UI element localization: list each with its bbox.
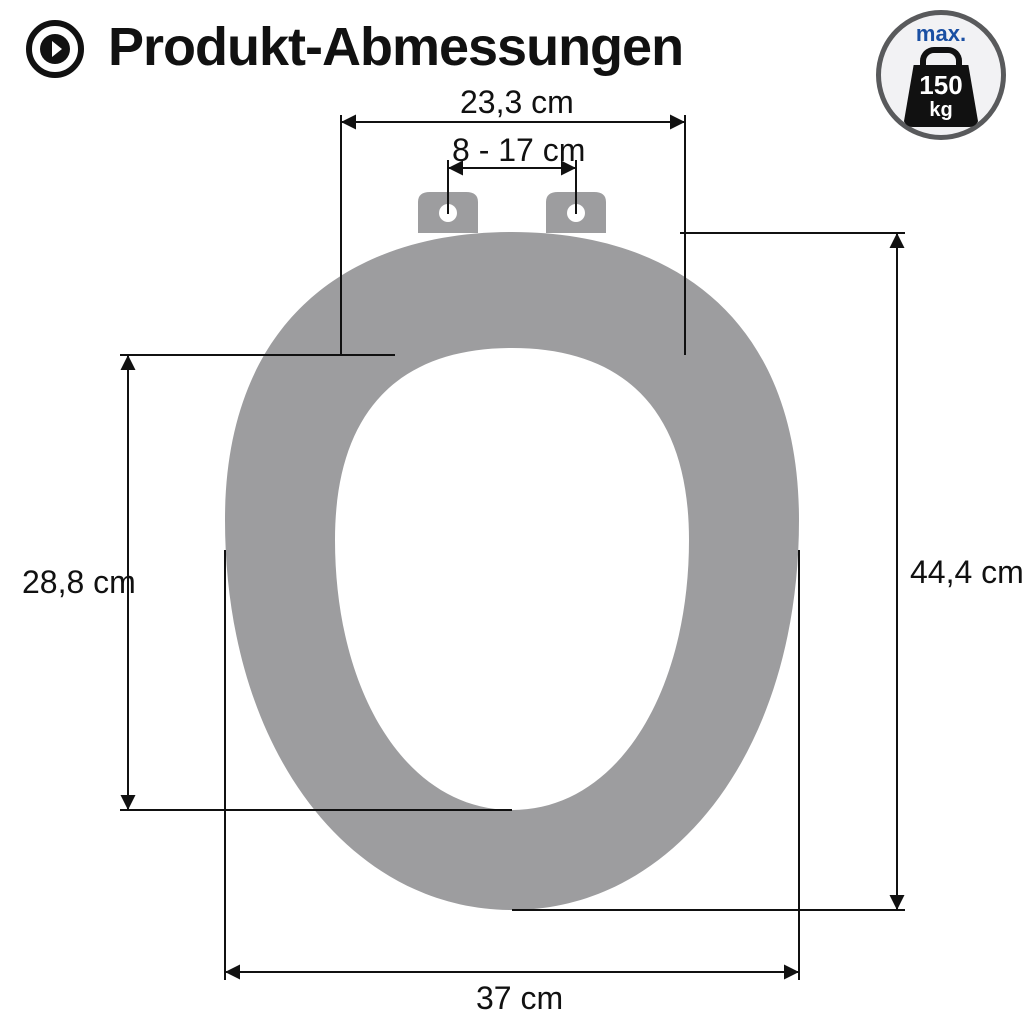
dim-outer-height: 44,4 cm — [910, 554, 1024, 591]
dim-top-width: 23,3 cm — [460, 84, 574, 121]
dim-hinge: 8 - 17 cm — [452, 132, 585, 169]
toilet-seat-shape — [225, 192, 799, 910]
diagram-canvas: Produkt-Abmessungen max. 150 kg — [0, 0, 1024, 1024]
dim-inner-height: 28,8 cm — [22, 564, 136, 601]
dim-outer-width: 37 cm — [476, 980, 563, 1017]
